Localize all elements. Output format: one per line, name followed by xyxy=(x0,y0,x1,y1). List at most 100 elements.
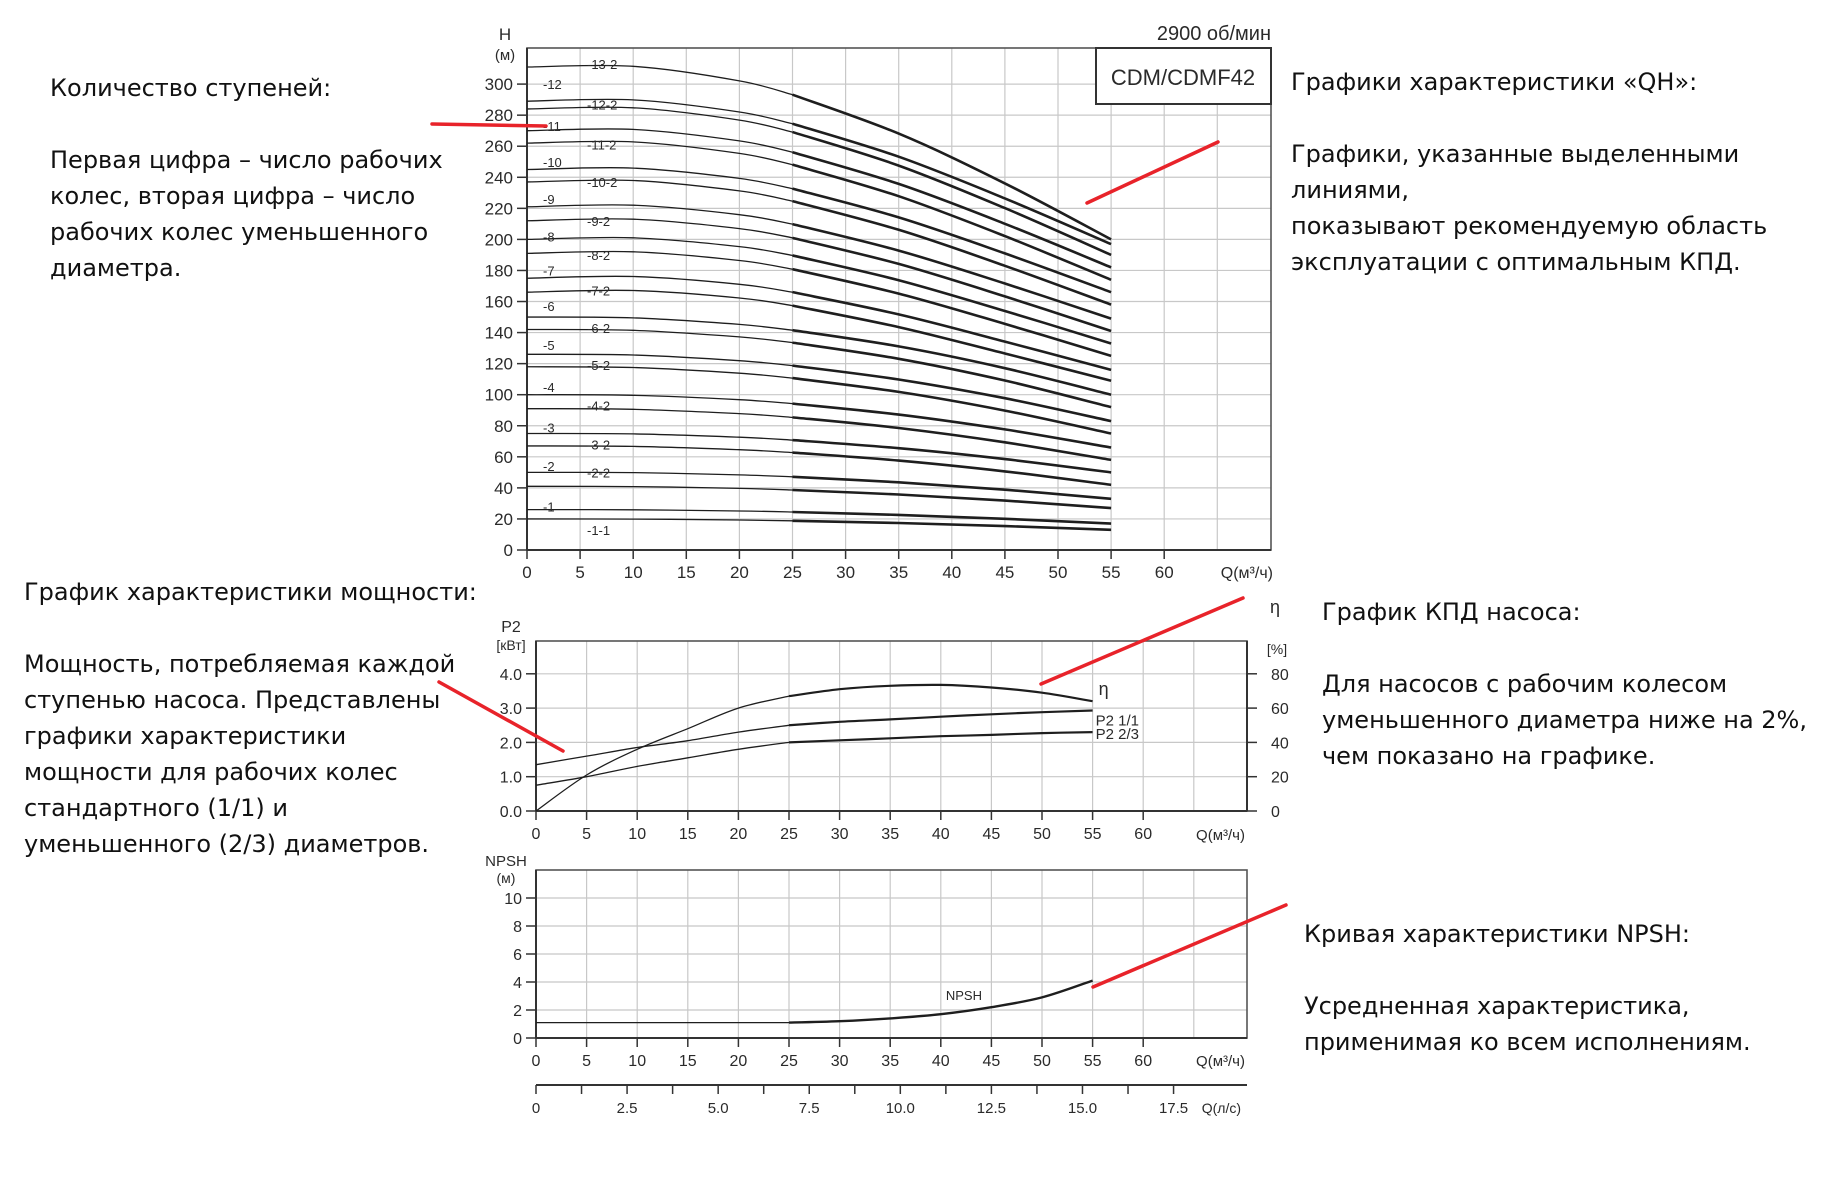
qh-curve-highlight xyxy=(792,438,1112,474)
svg-text:-13-2: -13-2 xyxy=(587,57,617,72)
svg-text:-9-2: -9-2 xyxy=(587,214,610,229)
qh-curve-highlight xyxy=(792,222,1112,320)
svg-text:30: 30 xyxy=(831,1053,849,1070)
svg-text:20: 20 xyxy=(1271,770,1289,787)
svg-text:-8: -8 xyxy=(543,229,555,244)
svg-text:40: 40 xyxy=(932,826,950,843)
svg-text:260: 260 xyxy=(485,137,513,156)
svg-text:-2-2: -2-2 xyxy=(587,465,610,480)
qh-curve-highlight xyxy=(792,187,1112,294)
pointer-line xyxy=(1091,903,1288,989)
svg-text:CDM/CDMF42: CDM/CDMF42 xyxy=(1111,65,1255,90)
svg-text:0: 0 xyxy=(532,826,541,843)
annotation-qh-title: Графики характеристики «QH»: xyxy=(1291,68,1698,96)
svg-text:-7: -7 xyxy=(543,263,555,278)
svg-text:-12-2: -12-2 xyxy=(587,97,617,112)
svg-text:100: 100 xyxy=(485,386,513,405)
power-curve xyxy=(535,695,790,812)
annotation-pointers xyxy=(430,122,1288,989)
svg-text:35: 35 xyxy=(881,1053,899,1070)
qh-curve xyxy=(526,64,793,96)
qh-curve-highlight xyxy=(792,364,1112,423)
qh-curve-highlight xyxy=(792,236,1112,333)
svg-text:-11-2: -11-2 xyxy=(587,138,616,153)
qh-curve-highlight xyxy=(792,163,1112,282)
annotation-power-title: График характеристики мощности: xyxy=(24,578,477,606)
svg-text:17.5: 17.5 xyxy=(1159,1100,1188,1117)
svg-text:60: 60 xyxy=(494,448,513,467)
qh-curve xyxy=(526,445,793,454)
svg-text:15: 15 xyxy=(679,826,697,843)
svg-text:P2: P2 xyxy=(501,619,521,636)
svg-text:2900 об/мин: 2900 об/мин xyxy=(1157,23,1271,45)
annotation-qh: Графики характеристики «QH»: Графики, ук… xyxy=(1291,28,1841,280)
qh-curve-highlight xyxy=(792,130,1112,257)
qh-curve xyxy=(526,316,793,331)
svg-text:-1: -1 xyxy=(543,500,555,515)
qh-curve-highlight xyxy=(792,254,1112,345)
svg-text:35: 35 xyxy=(881,826,899,843)
annotation-efficiency-body: Для насосов с рабочим колесом уменьшенно… xyxy=(1322,670,1807,770)
svg-text:45: 45 xyxy=(983,1053,1001,1070)
svg-text:-7-2: -7-2 xyxy=(587,284,610,299)
qh-curve xyxy=(526,289,793,307)
svg-text:20: 20 xyxy=(494,510,513,529)
svg-text:10: 10 xyxy=(628,1053,646,1070)
svg-text:45: 45 xyxy=(983,826,1001,843)
svg-text:Q(м³/ч): Q(м³/ч) xyxy=(1221,565,1273,582)
svg-text:-8-2: -8-2 xyxy=(587,248,610,263)
svg-text:180: 180 xyxy=(485,261,513,280)
svg-text:8: 8 xyxy=(513,919,522,936)
svg-text:6: 6 xyxy=(513,947,522,964)
svg-text:-6: -6 xyxy=(543,299,555,314)
svg-text:10: 10 xyxy=(628,826,646,843)
svg-text:H: H xyxy=(499,25,511,44)
svg-text:25: 25 xyxy=(780,1053,798,1070)
svg-text:300: 300 xyxy=(485,75,513,94)
svg-text:-3-2: -3-2 xyxy=(587,437,610,452)
power-curve xyxy=(535,724,790,766)
qh-curve xyxy=(526,98,793,125)
annotation-power-body: Мощность, потребляемая каждой ступенью н… xyxy=(24,650,456,858)
svg-text:3.0: 3.0 xyxy=(500,701,522,718)
qh-curve xyxy=(526,179,793,202)
svg-text:-10: -10 xyxy=(543,155,562,170)
svg-text:η: η xyxy=(1270,597,1280,617)
qh-chart: 0 5 10 15 20 25 30 35 40 45 50 55 60 0 20 40 60 80 100 120 1… xyxy=(485,23,1273,582)
svg-text:[%]: [%] xyxy=(1267,641,1287,657)
svg-text:5.0: 5.0 xyxy=(708,1100,729,1117)
qh-curve-highlight xyxy=(792,290,1112,372)
svg-text:-9: -9 xyxy=(543,192,555,207)
svg-text:P2 2/3: P2 2/3 xyxy=(1096,726,1139,743)
svg-text:30: 30 xyxy=(836,563,855,582)
svg-text:5: 5 xyxy=(575,563,584,582)
svg-text:-5-2: -5-2 xyxy=(587,358,610,373)
power-curve-highlight xyxy=(788,731,1093,744)
qh-curve xyxy=(526,106,793,133)
svg-text:0: 0 xyxy=(1271,804,1280,821)
svg-text:15: 15 xyxy=(677,563,696,582)
qh-curve xyxy=(526,328,793,344)
power-efficiency-chart: 0 5 10 15 20 25 30 35 40 45 50 55 60 0.0 1.0 2.0 3.0 4.0 0… xyxy=(496,597,1289,844)
svg-text:4: 4 xyxy=(513,975,522,992)
svg-text:η: η xyxy=(1099,679,1109,699)
power-curve xyxy=(535,741,790,786)
qh-curve xyxy=(526,236,793,257)
qh-curve-highlight xyxy=(792,122,1112,246)
qh-curve-highlight xyxy=(792,199,1112,306)
svg-text:80: 80 xyxy=(1271,667,1289,684)
qh-curve xyxy=(526,204,793,225)
svg-text:2.0: 2.0 xyxy=(500,735,522,752)
svg-text:Q(м³/ч): Q(м³/ч) xyxy=(1196,1053,1245,1070)
svg-text:Q(л/с): Q(л/с) xyxy=(1202,1100,1241,1116)
qh-curve xyxy=(526,394,793,405)
annotation-npsh-body: Усредненная характеристика, применимая к… xyxy=(1304,992,1751,1056)
svg-text:55: 55 xyxy=(1084,1053,1102,1070)
svg-text:220: 220 xyxy=(485,199,513,218)
svg-text:10: 10 xyxy=(624,563,643,582)
annotation-qh-body: Графики, указанные выделенными линиями, … xyxy=(1291,140,1768,276)
qh-curve-highlight xyxy=(792,304,1112,382)
qh-curve-highlight xyxy=(792,519,1112,532)
svg-text:(м): (м) xyxy=(497,870,516,886)
svg-text:40: 40 xyxy=(494,479,513,498)
